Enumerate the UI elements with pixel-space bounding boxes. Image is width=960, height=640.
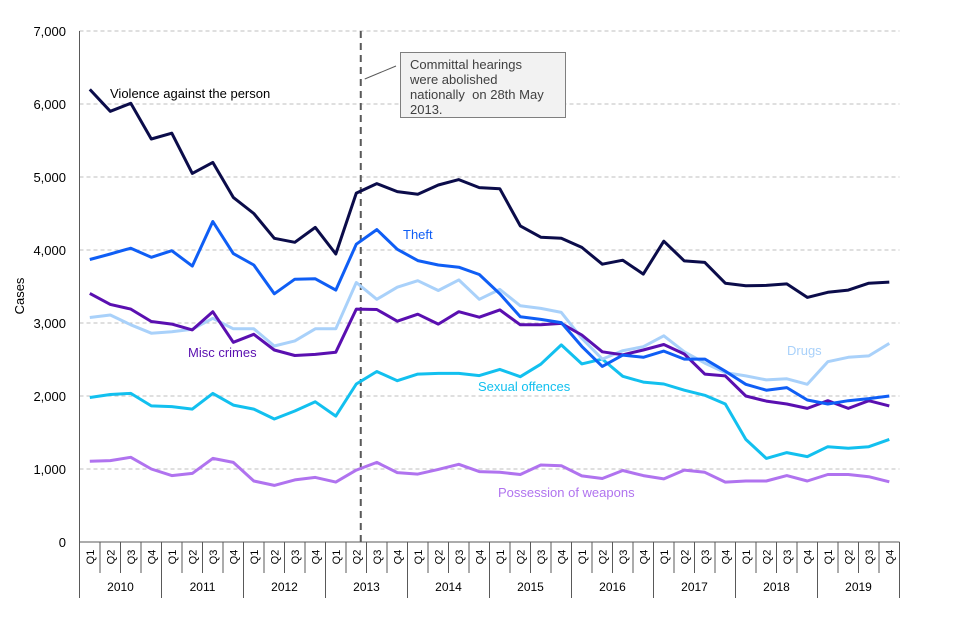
quarter-label: Q3 [454,550,466,565]
quarter-label: Q4 [474,550,486,565]
quarter-label: Q3 [782,550,794,565]
series-label-misc-crimes: Misc crimes [188,345,257,360]
annotation-line: nationally on 28th May [410,87,544,102]
quarter-label: Q1 [823,550,835,565]
quarter-label: Q3 [372,550,384,565]
quarter-label: Q4 [720,550,732,565]
series-line-theft [89,220,890,406]
quarter-label: Q4 [884,550,896,565]
quarter-label: Q1 [167,550,179,565]
quarter-label: Q1 [413,550,425,565]
annotation-line: were abolished [410,72,498,87]
quarter-label: Q3 [208,550,220,565]
year-label: 2010 [107,580,134,594]
quarter-label: Q2 [433,550,445,565]
quarter-label: Q4 [556,550,568,565]
quarter-label: Q2 [269,550,281,565]
quarter-label: Q2 [351,550,363,565]
quarter-label: Q1 [495,550,507,565]
year-label: 2017 [681,580,708,594]
quarter-label: Q1 [85,550,97,565]
y-tick-label: 6,000 [33,97,66,112]
series-line-drugs [89,278,891,386]
x-axis: Q1 Q2 Q3 Q4 Q1 Q2 Q3 Q4 Q1 Q2 Q3 Q4 Q1 Q2 Q3 Q4 Q1 Q2 Q3 Q4… [79,541,900,598]
series-label-theft: Theft [403,227,433,242]
year-label: 2015 [517,580,544,594]
annotation-box: Committal hearings were abolished nation… [400,52,566,118]
y-tick-label: 0 [59,535,66,550]
year-label: 2011 [190,580,216,594]
quarter-label: Q3 [126,550,138,565]
quarter-label: Q1 [577,550,589,565]
y-axis: 0 1,000 2,000 3,000 4,000 5,000 6,000 7,000 [33,24,80,550]
quarter-label: Q4 [228,550,240,565]
year-label: 2016 [599,580,626,594]
series-label-drugs: Drugs [787,343,822,358]
quarter-label: Q4 [392,550,404,565]
annotation-connector [364,65,397,80]
y-tick-label: 3,000 [33,316,66,331]
y-tick-label: 7,000 [33,24,66,39]
quarter-label: Q4 [638,550,650,565]
quarter-label: Q3 [618,550,630,565]
series-label-sexual-offences: Sexual offences [478,379,571,394]
year-label: 2019 [845,580,872,594]
year-label: 2014 [435,580,462,594]
annotation-line: 2013. [410,102,443,117]
series-line-violence-against-the-person [88,88,890,299]
quarter-label: Q2 [843,550,855,565]
quarter-label: Q1 [659,550,671,565]
quarter-label: Q2 [597,550,609,565]
quarter-label: Q1 [249,550,261,565]
quarter-label: Q4 [802,550,814,565]
quarter-label: Q3 [700,550,712,565]
quarter-label: Q2 [515,550,527,565]
annotation-line: Committal hearings [410,57,522,72]
series-label-possession-of-weapons: Possession of weapons [498,485,635,500]
y-tick-label: 4,000 [33,243,66,258]
year-label: 2013 [353,580,380,594]
year-label: 2012 [271,580,298,594]
quarter-label: Q3 [290,550,302,565]
quarter-label: Q4 [146,550,158,565]
quarter-label: Q3 [864,550,876,565]
quarter-label: Q1 [331,550,343,565]
series-lines [88,88,891,487]
y-axis-title: Cases [12,277,27,314]
series-labels: Violence against the person Theft Drugs Mis… [110,86,822,500]
quarter-label: Q4 [310,550,322,565]
y-tick-label: 5,000 [33,170,66,185]
series-line-sexual-offences [89,343,890,460]
series-line-misc-crimes [89,292,890,410]
year-label: 2018 [763,580,790,594]
quarter-label: Q1 [741,550,753,565]
series-line-possession-of-weapons [89,455,890,487]
series-label-violence-against-the-person: Violence against the person [110,86,270,101]
quarter-label: Q2 [187,550,199,565]
y-tick-label: 1,000 [33,462,66,477]
quarter-label: Q3 [536,550,548,565]
y-tick-label: 2,000 [33,389,66,404]
quarter-label: Q2 [105,550,117,565]
quarter-label: Q2 [679,550,691,565]
quarter-label: Q2 [761,550,773,565]
